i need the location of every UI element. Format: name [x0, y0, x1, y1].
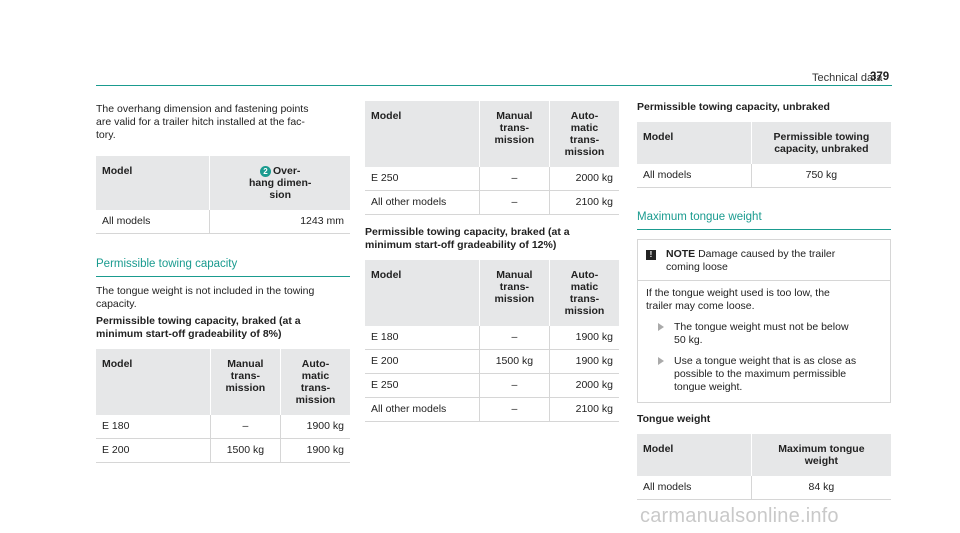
list-item: Use a tongue weight that is as close as p…: [658, 355, 882, 394]
section-title-tongue: Maximum tongue weight: [637, 210, 891, 230]
braked-8-heading: Permissible towing capacity, braked (at …: [96, 315, 301, 340]
callout-badge-icon: 2: [259, 165, 271, 177]
column-3: Permissible towing capacity, unbraked Mo…: [637, 101, 891, 500]
section-title-towing: Permissible towing capacity: [96, 257, 350, 277]
note-body-text: If the tongue weight used is too low, th…: [646, 287, 830, 312]
table-row: E 200 1500 kg 1900 kg: [365, 349, 619, 374]
table-row: E 250 – 2000 kg: [365, 373, 619, 398]
braked-8-table: Model Manual trans-mission Auto-matic tran…: [96, 349, 350, 463]
table-header-overhang: 2 Over- hang dimen- sion: [209, 156, 350, 210]
table-row: All other models – 2100 kg: [365, 397, 619, 422]
table-header-model: Model: [96, 156, 210, 210]
tongue-weight-table: Model Maximum tongue weight All models 84…: [637, 434, 891, 500]
unbraked-table: Model Permissible towing capacity, unbrak…: [637, 122, 891, 188]
unbraked-heading: Permissible towing capacity, unbraked: [637, 101, 830, 113]
intro-text: The overhang dimension and fastening poi…: [96, 103, 309, 141]
watermark: carmanualsonline.info: [640, 505, 839, 527]
tongue-weight-heading: Tongue weight: [637, 413, 711, 425]
braked-8-table-continued: Model Manual trans-mission Auto-matic tran…: [365, 101, 619, 215]
braked-12-table: Model Manual trans-mission Auto-matic tran…: [365, 260, 619, 422]
column-2: Model Manual trans-mission Auto-matic tran…: [365, 101, 619, 422]
arrow-right-icon: [658, 323, 664, 331]
header-rule: [96, 85, 892, 86]
table-row: All models 1243 mm: [96, 210, 350, 234]
list-item: The tongue weight must not be below 50 kg…: [658, 321, 882, 347]
column-1: The overhang dimension and fastening poi…: [96, 103, 350, 463]
overhang-table: Model 2 Over- hang dimen- sion All models…: [96, 156, 350, 234]
table-row: All other models – 2100 kg: [365, 190, 619, 215]
table-row: All models 750 kg: [637, 164, 891, 188]
towing-text: The tongue weight is not included in the…: [96, 285, 315, 310]
braked-12-heading: Permissible towing capacity, braked (at …: [365, 226, 570, 251]
table-row: E 180 – 1900 kg: [365, 326, 619, 350]
note-box: ! NOTE Damage caused by the trailer comi…: [637, 239, 891, 403]
warning-icon: !: [646, 250, 656, 260]
note-label: NOTE: [666, 248, 696, 260]
table-row: All models 84 kg: [637, 476, 891, 500]
table-row: E 250 – 2000 kg: [365, 167, 619, 191]
table-row: E 200 1500 kg 1900 kg: [96, 438, 350, 463]
arrow-right-icon: [658, 357, 664, 365]
table-row: E 180 – 1900 kg: [96, 415, 350, 439]
header-title: Technical data: [812, 72, 883, 84]
page-number: 379: [870, 71, 890, 83]
